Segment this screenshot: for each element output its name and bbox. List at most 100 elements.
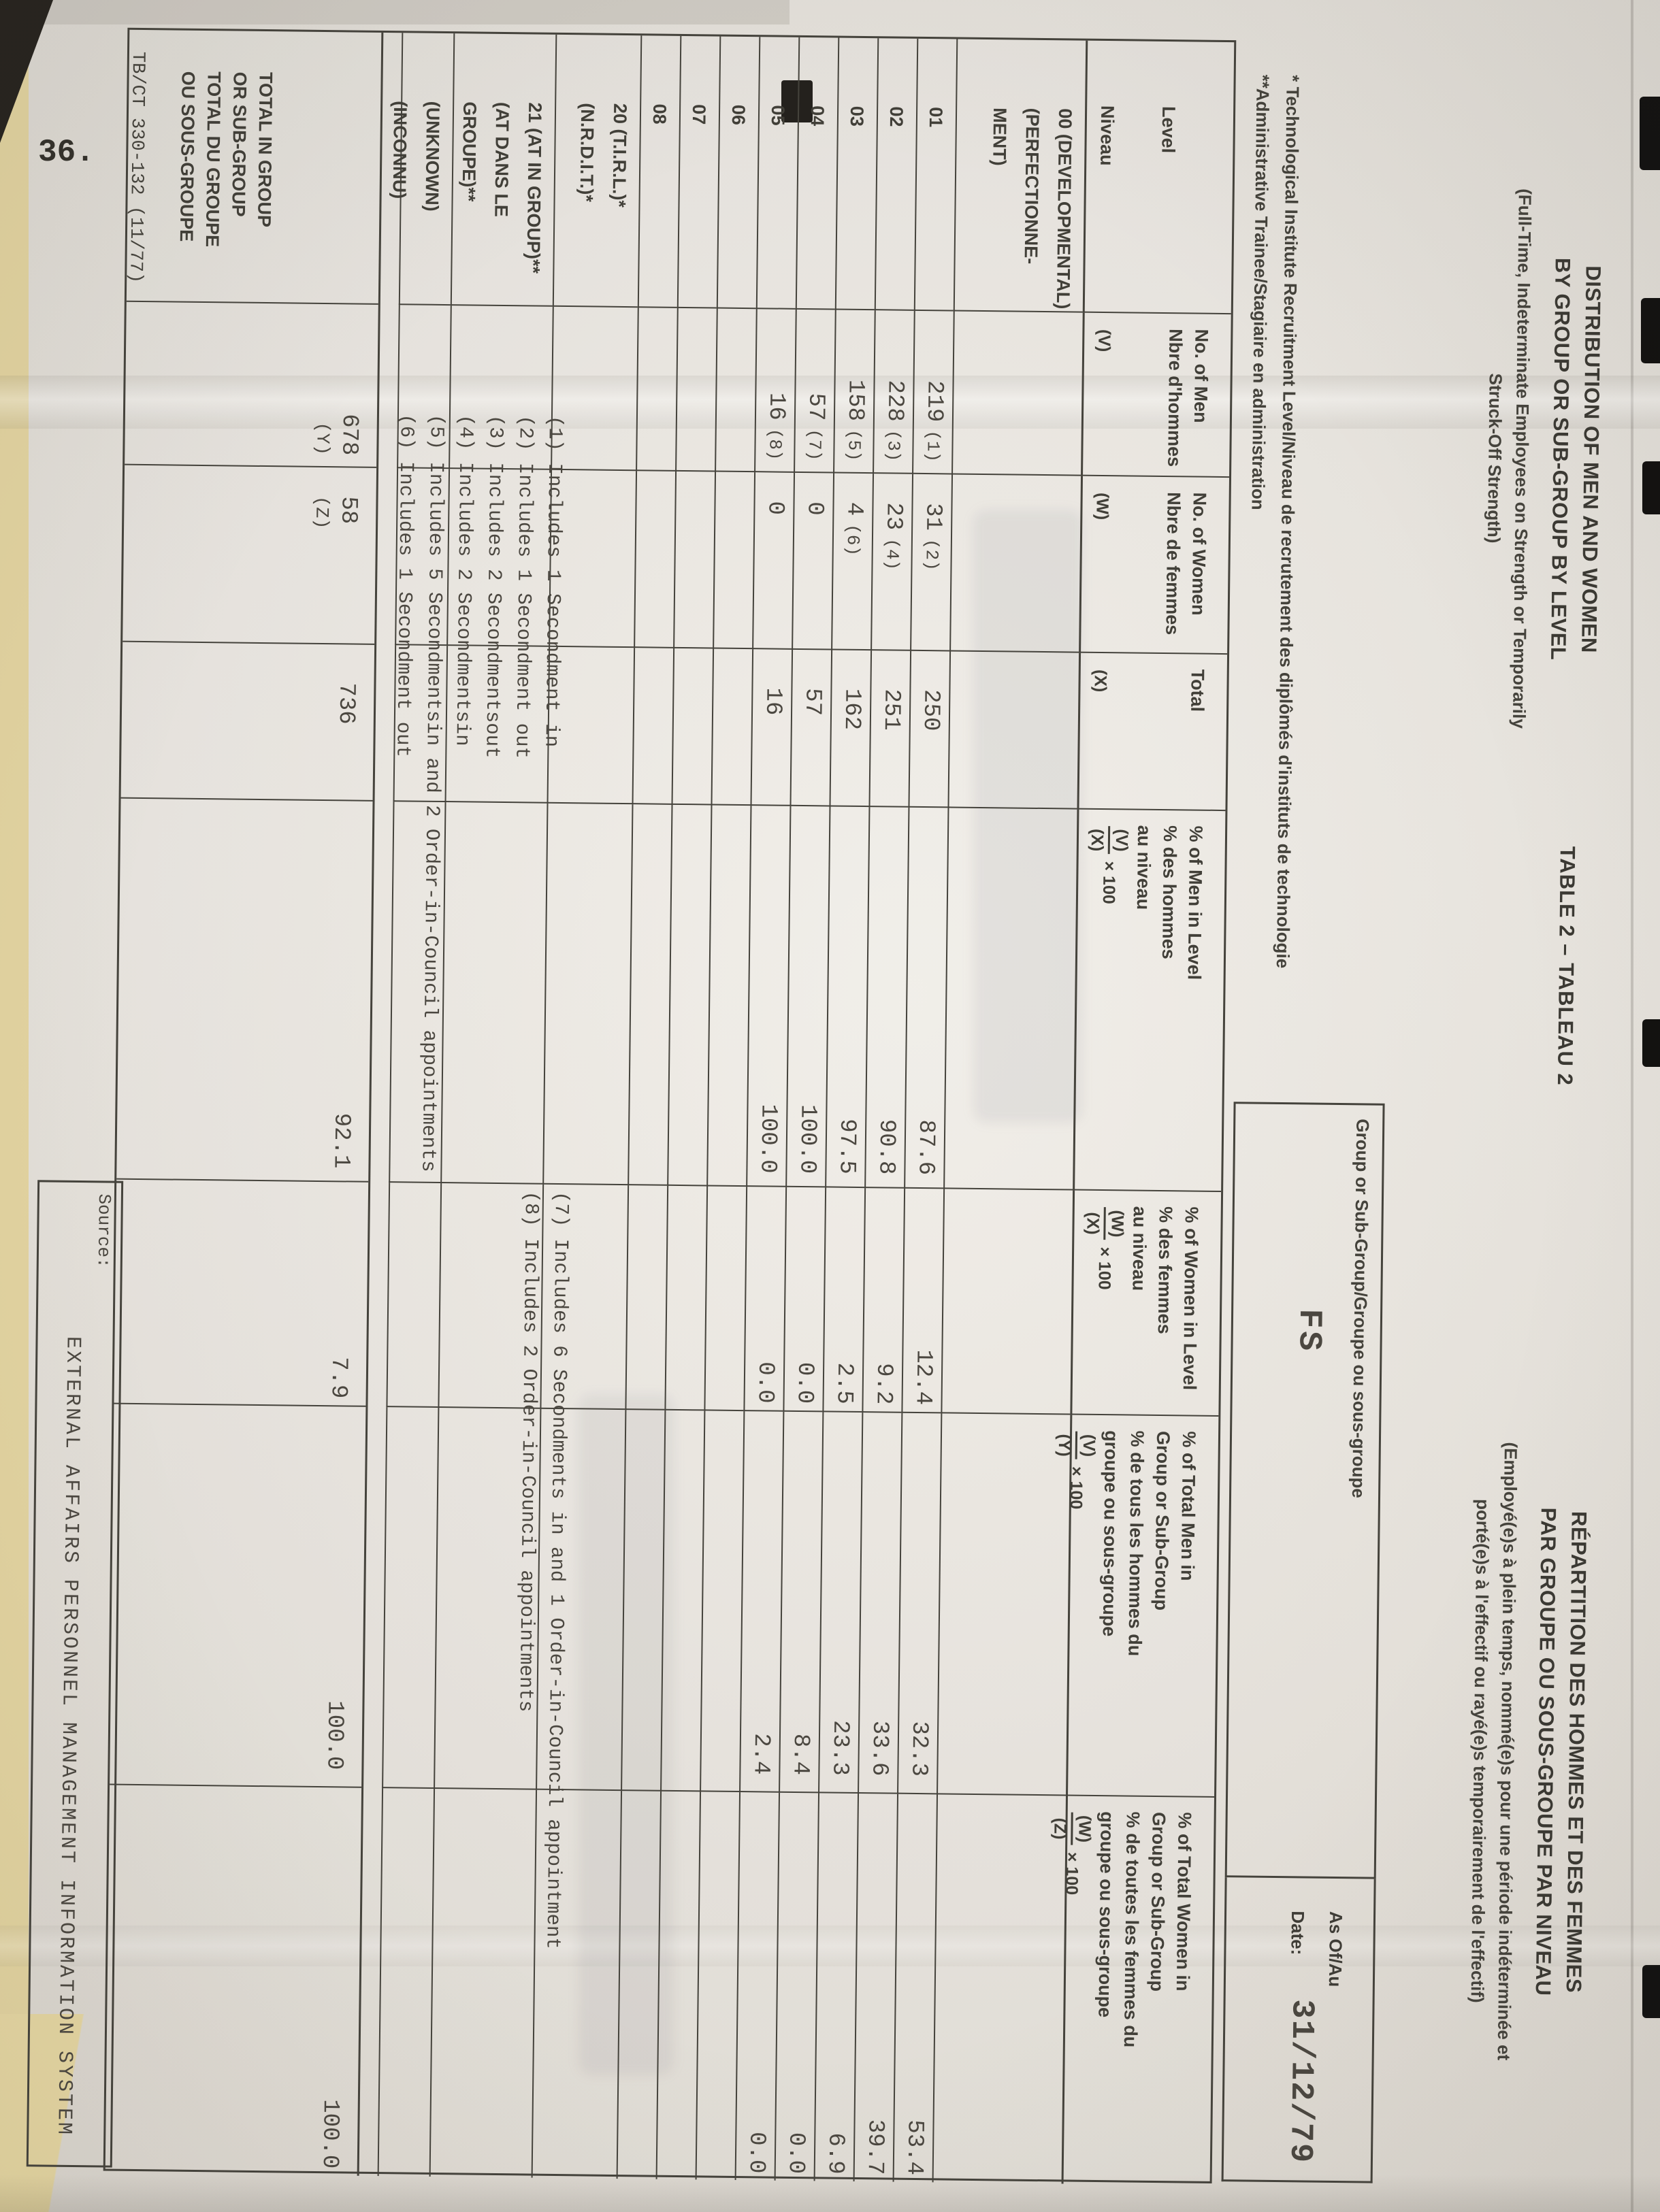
table-footnote-2: (2) Includes 1 Secondment out	[510, 415, 537, 759]
cell-value: 53.4	[900, 2119, 928, 2176]
header-line: % of Women in Level	[1179, 1206, 1202, 1391]
footnote-marker: (7)	[804, 429, 825, 461]
cell-07-total	[671, 648, 713, 806]
level-label-line: (AT DANS LE	[491, 101, 513, 218]
cell-value: 100.0	[754, 1104, 781, 1174]
header-line: Group or Sub-Group	[1146, 1811, 1169, 1992]
cell-05-pw: 0.0	[743, 1187, 786, 1412]
cell-02-pm: 90.8	[864, 807, 909, 1189]
header-line: au niveau	[1128, 1206, 1150, 1291]
header-line: Total	[1187, 669, 1208, 712]
header-line: Niveau	[1096, 105, 1118, 166]
total-variable-label: (Z)	[310, 495, 331, 529]
header-line: % of Total Men in	[1177, 1431, 1200, 1581]
cell-01-pm: 87.6	[904, 807, 948, 1189]
header-line: % de toutes les femmes du	[1120, 1811, 1143, 2048]
cell-21-pm	[440, 802, 547, 1185]
cell-value: 219(1)	[920, 380, 947, 463]
edge-tab	[1642, 1965, 1660, 2018]
level-label-line: 01	[925, 107, 947, 128]
total-value: 678 (Y)	[311, 304, 369, 456]
cell-02-total: 251	[868, 650, 911, 808]
header-line: % des hommes	[1158, 825, 1181, 959]
cell-08-total	[632, 648, 674, 805]
cell-03-pw: 2.5	[822, 1187, 865, 1413]
level-label-line: (PERFECTIONNE-	[1020, 108, 1043, 265]
level-label-line: (N.R.D.I.T.)*	[576, 103, 598, 203]
cell-01-ptm: 32.3	[897, 1413, 941, 1795]
header-line: % of Men in Level	[1184, 825, 1207, 980]
cell-02-level: 02	[874, 38, 917, 311]
cell-value: 0.0	[791, 1361, 818, 1404]
cell-total-level: TOTAL IN GROUP OR SUB-GROUP TOTAL DU GROUP…	[126, 29, 382, 305]
cell-01-total: 250	[908, 650, 950, 808]
cell-total-ptm: 100.0	[110, 1404, 366, 1788]
form-number: TB/CT 330-132 (11/77)	[125, 51, 148, 284]
total-value: 92.1	[327, 1112, 355, 1169]
level-label-line: 07	[688, 104, 710, 125]
cell-value: 39.7	[861, 2119, 888, 2175]
cell-04-level: 04	[795, 37, 839, 310]
cell-value: 33.6	[866, 1720, 893, 1777]
cell-07-level: 07	[677, 35, 720, 309]
edge-tab	[1641, 298, 1660, 363]
distribution-table: Level Niveau No. of Men Nbre d'hommes (V) No.…	[103, 27, 1237, 2185]
column-header-pct_total_women: % of Total Women in Group or Sub-Group% d…	[1050, 1796, 1214, 2185]
cell-20-pm	[542, 803, 632, 1186]
level-label-line: 21 (AT IN GROUP)**	[523, 102, 546, 274]
cell-03-level: 03	[834, 37, 878, 311]
star-footnotes: * Technological Institute Recruitment Le…	[1237, 74, 1308, 1095]
level-label-line: TOTAL DU GROUPE	[201, 71, 225, 248]
cell-00-ptm	[937, 1413, 1071, 1796]
column-header-pct_total_men: % of Total Men in Group or Sub-Group% de …	[1055, 1415, 1219, 1798]
cell-value: 4(6)	[841, 501, 867, 557]
cell-03-ptm: 23.3	[818, 1412, 862, 1794]
cell-06-level: 06	[716, 36, 760, 310]
header-line: groupe ou sous-groupe	[1094, 1811, 1118, 2018]
cell-21-ptw	[429, 1788, 536, 2178]
cell-unknown-ptw	[377, 1788, 434, 2177]
table-footnote-1: (1) Includes 1 Secondment in	[540, 415, 566, 748]
edge-tab	[1640, 97, 1660, 170]
formula-numerator: (V)	[1107, 826, 1132, 855]
column-header-total: Total (X)	[1077, 653, 1228, 812]
cell-05-pm: 100.0	[746, 806, 790, 1187]
cell-00-women	[949, 474, 1081, 653]
cell-04-ptm: 8.4	[779, 1411, 823, 1794]
cell-05-total: 16	[750, 649, 792, 806]
cell-01-pw: 12.4	[901, 1188, 944, 1414]
cell-value: 0	[762, 501, 788, 516]
level-label-line: OR SUB-GROUP	[228, 71, 250, 217]
date-label: Date:	[1287, 1911, 1309, 1955]
header-variable-label: (W)	[1092, 492, 1112, 521]
edge-tab	[1642, 461, 1660, 514]
formula-denominator: (X)	[1087, 828, 1107, 852]
table-grid: Level Niveau No. of Men Nbre d'hommes (V) No.…	[105, 29, 1235, 2185]
cell-unknown-ptm	[382, 1407, 438, 1789]
cell-08-pm	[628, 804, 672, 1186]
cell-00-ptw	[932, 1794, 1067, 2184]
cell-03-ptw: 6.9	[813, 1793, 858, 2181]
formula-numerator: (V)	[1075, 1431, 1099, 1460]
cell-value: 0.0	[782, 2132, 809, 2175]
scan-bottom-shadow	[0, 2175, 1660, 2212]
cell-value: 31(2)	[919, 502, 946, 571]
header-variable-label: (V)	[1094, 329, 1114, 352]
table-footnote-4: (4) Includes 2 Secondmentsin	[451, 414, 477, 746]
cell-00-pw	[941, 1189, 1073, 1415]
cell-00-men	[951, 311, 1083, 476]
cell-value: 158(5)	[841, 379, 868, 462]
rotated-sheet: DISTRIBUTION OF MEN AND WOMEN BY GROUP O…	[0, 23, 1660, 2188]
level-label-line: 08	[649, 103, 670, 125]
footnote-marker: (3)	[883, 429, 904, 462]
header-line: Nbre d'hommes	[1164, 329, 1186, 467]
cell-value: 90.8	[873, 1119, 900, 1175]
cell-value: 0	[801, 501, 828, 516]
total-value: 736	[332, 682, 359, 725]
cell-total-pm: 92.1	[116, 798, 373, 1183]
footnote-marker: (2)	[921, 538, 942, 571]
cell-value: 8.4	[787, 1733, 814, 1776]
cell-value: 12.4	[909, 1349, 937, 1406]
formula-numerator: (W)	[1103, 1207, 1127, 1240]
header-line: % de tous les hommes du	[1124, 1430, 1148, 1657]
